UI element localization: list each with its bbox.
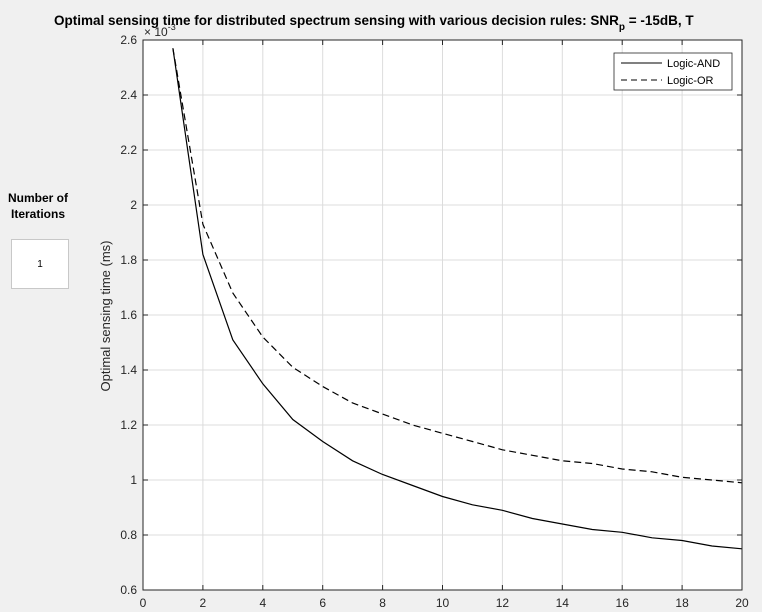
y-tick-label: 0.8: [120, 528, 137, 542]
x-tick-label: 20: [735, 596, 749, 610]
y-exponent-power: -3: [168, 22, 176, 32]
x-tick-label: 14: [556, 596, 570, 610]
y-tick-label: 1.4: [120, 363, 137, 377]
y-tick-label: 2.2: [120, 143, 137, 157]
series-line-logic-and: [172, 48, 743, 550]
y-tick-label: 1: [130, 473, 137, 487]
axis-ticks: [142, 39, 743, 591]
legend-label-and: Logic-AND: [667, 58, 720, 70]
legend[interactable]: Logic-AND Logic-OR: [613, 52, 733, 91]
y-tick-label: 2: [130, 198, 137, 212]
x-tick-label: 2: [200, 596, 207, 610]
x-tick-label: 6: [319, 596, 326, 610]
chart-title-main: Optimal sensing time for distributed spe…: [54, 13, 619, 28]
x-tick-label: 12: [496, 596, 510, 610]
chart-title-subscript: p: [619, 22, 625, 33]
iterations-input[interactable]: 1: [11, 239, 69, 289]
y-tick-label: 1.8: [120, 253, 137, 267]
y-tick-label: 1.6: [120, 308, 137, 322]
y-tick-label: 2.4: [120, 88, 137, 102]
legend-box: [613, 52, 733, 91]
y-tick-label: 2.6: [120, 33, 137, 47]
legend-label-or: Logic-OR: [667, 75, 714, 87]
iterations-label-line2: Iterations: [10, 207, 65, 221]
series-layer: [172, 48, 743, 550]
x-tick-label: 10: [436, 596, 450, 610]
x-tick-label: 16: [616, 596, 630, 610]
chart-title-tail: = -15dB, T: [625, 13, 694, 28]
x-tick-label: 0: [140, 596, 147, 610]
x-tick-label: 18: [675, 596, 689, 610]
y-exponent-label: × 10-3: [144, 22, 176, 39]
x-tick-label: 4: [259, 596, 266, 610]
series-line-logic-or: [172, 48, 743, 484]
iterations-label-line1: Number of: [8, 191, 68, 205]
x-tick-label: 8: [379, 596, 386, 610]
y-axis-label: Optimal sensing time (ms): [98, 241, 113, 392]
chart-title: Optimal sensing time for distributed spe…: [54, 13, 694, 33]
iterations-value: 1: [37, 258, 43, 270]
y-tick-label: 1.2: [120, 418, 137, 432]
iterations-label: Number of Iterations: [0, 190, 76, 222]
y-exponent-base: × 10: [144, 25, 168, 39]
tick-labels: 0 2 4 6 8 10 12 14 16 18 20 0.6 0.8 1 1.2 1.4 1.6 1.8 2 2.2…: [120, 33, 749, 610]
y-tick-label: 0.6: [120, 583, 137, 597]
